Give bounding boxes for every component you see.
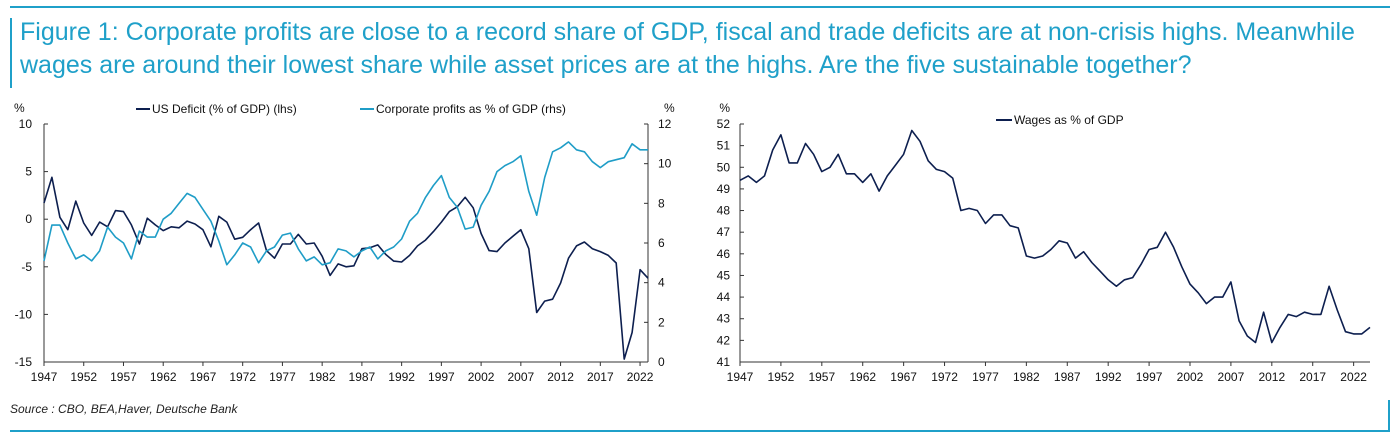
right-y-unit-label: % — [664, 101, 675, 115]
right-y-tick-label: 4 — [658, 276, 665, 290]
left-y-tick-label: -5 — [21, 260, 32, 274]
figure-title: Figure 1: Corporate profits are close to… — [20, 16, 1390, 82]
left-y-tick-label: 0 — [25, 212, 32, 226]
y-tick-label: 46 — [717, 247, 731, 261]
y-tick-label: 50 — [717, 160, 731, 174]
y-tick-label: 42 — [717, 333, 731, 347]
x-tick-label: 1947 — [727, 370, 754, 384]
x-tick-label: 1952 — [70, 370, 97, 384]
right-y-tick-label: 2 — [658, 315, 665, 329]
right-y-tick-label: 6 — [658, 236, 665, 250]
y-tick-label: 44 — [717, 290, 731, 304]
right-y-tick-label: 8 — [658, 196, 665, 210]
x-tick-label: 1982 — [309, 370, 336, 384]
y-tick-label: 45 — [717, 268, 731, 282]
title-accent-bar — [10, 18, 12, 88]
legend-label: Wages as % of GDP — [1014, 113, 1124, 127]
x-tick-label: 1972 — [931, 370, 958, 384]
figure-title-line-1: Figure 1: Corporate profits are close to… — [20, 18, 1355, 46]
source-note: Source : CBO, BEA,Haver, Deutsche Bank — [10, 402, 238, 416]
x-tick-label: 2017 — [1299, 370, 1326, 384]
x-tick-label: 2002 — [468, 370, 495, 384]
x-tick-label: 1987 — [1054, 370, 1081, 384]
top-rule — [10, 6, 1390, 8]
left-y-tick-label: 10 — [19, 117, 33, 131]
x-tick-label: 1972 — [229, 370, 256, 384]
x-tick-label: 1997 — [1136, 370, 1163, 384]
y-tick-label: 52 — [717, 117, 731, 131]
x-tick-label: 2012 — [547, 370, 574, 384]
x-tick-label: 1967 — [890, 370, 917, 384]
x-tick-label: 2017 — [587, 370, 614, 384]
x-tick-label: 1962 — [849, 370, 876, 384]
right-y-tick-label: 0 — [658, 355, 665, 369]
x-tick-label: 1997 — [428, 370, 455, 384]
x-tick-label: 1957 — [110, 370, 137, 384]
x-tick-label: 2007 — [1218, 370, 1245, 384]
y-tick-label: 49 — [717, 182, 731, 196]
x-tick-label: 1962 — [150, 370, 177, 384]
x-tick-label: 2007 — [507, 370, 534, 384]
y-unit-label: % — [719, 101, 730, 115]
x-tick-label: 2022 — [627, 370, 654, 384]
legend-label: US Deficit (% of GDP) (lhs) — [152, 102, 297, 116]
wages-series-line — [739, 129, 1371, 344]
x-tick-label: 1957 — [808, 370, 835, 384]
x-tick-label: 1977 — [972, 370, 999, 384]
x-tick-label: 1992 — [1095, 370, 1122, 384]
y-tick-label: 48 — [717, 204, 731, 218]
legend-label: Corporate profits as % of GDP (rhs) — [376, 102, 566, 116]
left-y-unit-label: % — [14, 101, 25, 115]
x-tick-label: 2012 — [1258, 370, 1285, 384]
y-tick-label: 51 — [717, 139, 731, 153]
x-tick-label: 1982 — [1013, 370, 1040, 384]
left-y-tick-label: -10 — [15, 307, 33, 321]
x-tick-label: 1967 — [190, 370, 217, 384]
bottom-rule — [10, 430, 1390, 432]
x-tick-label: 1992 — [388, 370, 415, 384]
left-y-tick-label: 5 — [25, 165, 32, 179]
y-tick-label: 41 — [717, 355, 731, 369]
corporate-profits-series-line — [43, 141, 648, 266]
right-y-tick-label: 10 — [658, 157, 672, 171]
bottom-right-accent-bar — [1388, 400, 1390, 431]
x-tick-label: 1977 — [269, 370, 296, 384]
x-tick-label: 1987 — [349, 370, 376, 384]
x-tick-label: 2022 — [1340, 370, 1367, 384]
figure-title-line-2: wages are around their lowest share whil… — [20, 51, 1192, 79]
y-tick-label: 47 — [717, 225, 731, 239]
deficit-profits-chart: % % 10 5 0 -5 -10 -15 12 10 8 6 4 2 0 1947 1952 1957 1962 1… — [14, 101, 675, 384]
x-tick-label: 2002 — [1177, 370, 1204, 384]
left-y-tick-label: -15 — [15, 355, 33, 369]
right-y-tick-label: 12 — [658, 117, 672, 131]
x-tick-label: 1947 — [31, 370, 58, 384]
us-deficit-series-line — [43, 176, 649, 360]
x-tick-label: 1952 — [768, 370, 795, 384]
y-tick-label: 43 — [717, 312, 731, 326]
